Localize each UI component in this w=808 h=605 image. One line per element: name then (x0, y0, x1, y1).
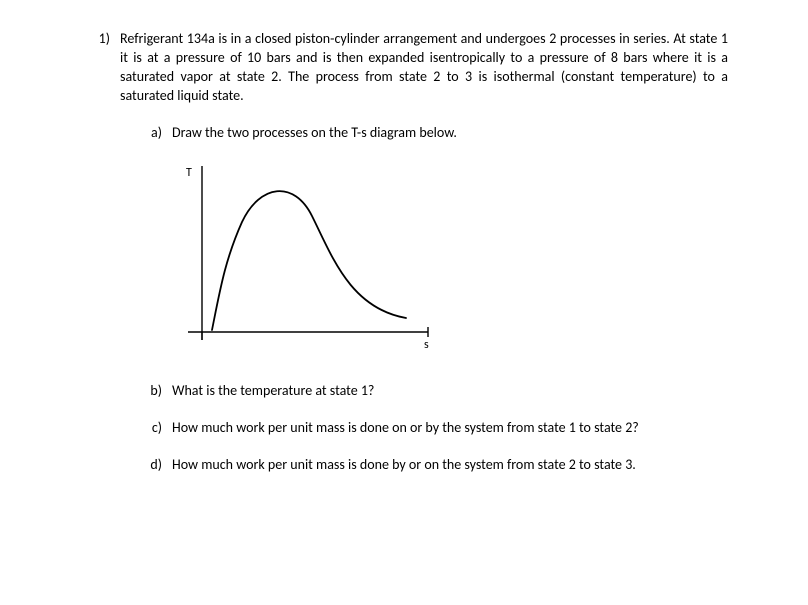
part-b-text: What is the temperature at state 1? (172, 382, 728, 401)
svg-text:s: s (424, 338, 429, 352)
part-c-text: How much work per unit mass is done on o… (172, 419, 728, 438)
part-c-label: c) (138, 419, 172, 436)
ts-diagram: Ts (170, 160, 728, 364)
part-a-label: a) (138, 124, 172, 141)
question-row: 1) Refrigerant 134a is in a closed pisto… (80, 30, 728, 106)
part-d-label: d) (138, 456, 172, 473)
ts-diagram-svg: Ts (170, 160, 450, 360)
page-content: 1) Refrigerant 134a is in a closed pisto… (0, 0, 808, 495)
part-d-row: d) How much work per unit mass is done b… (138, 456, 728, 475)
part-c-row: c) How much work per unit mass is done o… (138, 419, 728, 438)
part-b-row: b) What is the temperature at state 1? (138, 382, 728, 401)
part-a-row: a) Draw the two processes on the T-s dia… (138, 124, 728, 143)
part-b-label: b) (138, 382, 172, 399)
part-a-text: Draw the two processes on the T-s diagra… (172, 124, 728, 143)
question-text: Refrigerant 134a is in a closed piston-c… (120, 30, 728, 106)
question-number: 1) (80, 30, 120, 47)
part-d-text: How much work per unit mass is done by o… (172, 456, 728, 475)
svg-text:T: T (186, 166, 192, 180)
